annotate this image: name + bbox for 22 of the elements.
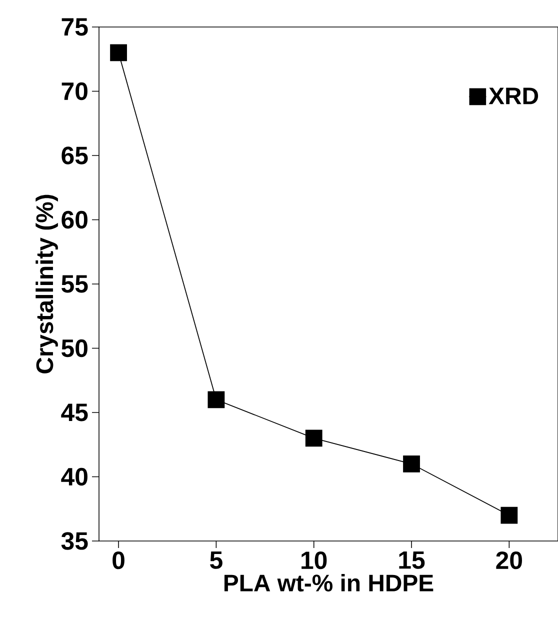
y-tick-label: 45 bbox=[61, 404, 88, 422]
x-axis-title: PLA wt-% in HDPE bbox=[224, 574, 434, 592]
x-tick-label: 10 bbox=[302, 552, 327, 570]
x-tick-label: 0 bbox=[112, 552, 124, 570]
y-tick-label: 55 bbox=[62, 275, 88, 293]
legend-label: XRD bbox=[488, 88, 538, 104]
point bbox=[110, 44, 127, 62]
y-tick-label: 40 bbox=[61, 468, 88, 486]
x-tick-label: 20 bbox=[496, 552, 522, 570]
point bbox=[305, 430, 322, 447]
x-tick-label: 5 bbox=[210, 552, 222, 569]
y-tick-label: 50 bbox=[62, 339, 88, 358]
point bbox=[403, 455, 420, 472]
y-tick-label: 35 bbox=[61, 532, 88, 550]
y-tick-label: 75 bbox=[62, 18, 88, 36]
y-tick-label: 60 bbox=[62, 210, 88, 229]
y-tick-label: 65 bbox=[62, 146, 88, 164]
point bbox=[500, 506, 518, 524]
y-axis-title: Crystallinity (%) bbox=[36, 194, 58, 374]
x-tick-label: 15 bbox=[399, 552, 425, 569]
y-tick-label: 70 bbox=[62, 82, 88, 100]
point bbox=[208, 391, 225, 408]
